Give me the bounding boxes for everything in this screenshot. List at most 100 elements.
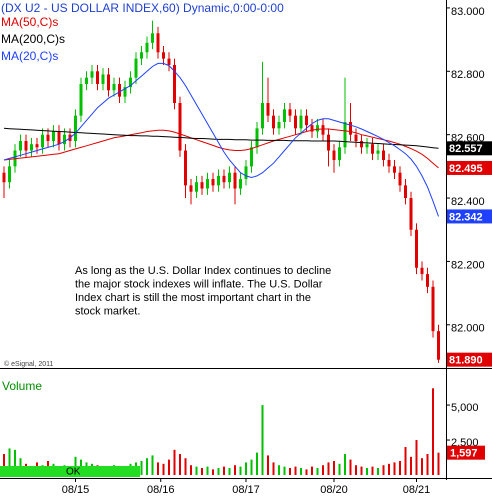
candle-body: [228, 172, 231, 183]
candle-body: [189, 185, 193, 192]
candle-body: [426, 274, 429, 287]
candle-body: [404, 185, 407, 199]
last-value-box: [447, 160, 492, 175]
candle-body: [360, 141, 363, 148]
candle-body: [129, 77, 132, 88]
volume-bar: [289, 468, 291, 475]
status-label: OK: [66, 467, 81, 478]
chart-title: (DX U2 - US DOLLAR INDEX,60) Dynamic,0:0…: [1, 1, 284, 15]
candle-body: [266, 102, 270, 116]
candle-body: [272, 115, 275, 129]
candle-body: [354, 134, 358, 142]
candle-body: [2, 172, 6, 183]
candle-body: [327, 134, 330, 151]
candle-body: [217, 175, 220, 186]
volume-bar: [168, 459, 170, 475]
candle-body: [211, 179, 215, 186]
y-tick-label: 82.400: [451, 196, 485, 208]
candle-body: [195, 182, 198, 192]
candle-body: [332, 150, 336, 161]
candle-body: [79, 83, 83, 116]
volume-bar: [162, 463, 165, 475]
x-tick-label: 08/20: [320, 484, 348, 496]
candle-body: [310, 125, 314, 132]
candle-body: [294, 115, 297, 129]
candle-body: [233, 172, 237, 189]
volume-bar: [140, 461, 143, 475]
annotation-line: Index chart is still the most important …: [75, 292, 311, 304]
candle-body: [288, 109, 292, 116]
volume-last-box: [447, 445, 485, 460]
volume-bar: [272, 462, 275, 475]
volume-bar: [3, 454, 5, 475]
candle-body: [305, 115, 308, 126]
volume-bar: [278, 465, 280, 475]
candle-body: [299, 115, 303, 129]
volume-bar: [338, 463, 341, 475]
volume-bar: [157, 462, 159, 475]
volume-bar: [228, 468, 231, 475]
volume-bar: [146, 458, 148, 475]
volume-bar: [223, 466, 225, 475]
candle-body: [57, 131, 61, 145]
candle-body: [134, 58, 138, 78]
candle-body: [437, 331, 440, 360]
volume-bar: [173, 449, 176, 475]
volume-title: Volume: [2, 379, 42, 393]
candle-body: [52, 131, 55, 142]
volume-bar: [393, 462, 396, 475]
candle-body: [261, 102, 264, 129]
volume-bar: [360, 466, 363, 475]
y-tick-label: 82.200: [451, 259, 485, 271]
volume-bar: [250, 459, 253, 475]
candle-body: [140, 52, 143, 59]
candle-body: [387, 160, 391, 167]
candle-body: [156, 33, 160, 53]
candle-body: [184, 150, 187, 186]
candles: [2, 20, 440, 363]
last-value-label: 82.495: [449, 163, 483, 175]
candle-body: [393, 166, 396, 173]
candle-body: [107, 74, 110, 91]
volume-tick-label: 5,000: [451, 402, 479, 414]
last-value-box: [447, 352, 492, 367]
volume-bar: [316, 468, 319, 475]
candle-body: [255, 128, 259, 148]
volume-last-label: 1,597: [450, 448, 478, 460]
candle-body: [420, 267, 424, 275]
volume-bar: [234, 465, 236, 475]
candle-body: [431, 286, 435, 332]
candle-body: [151, 33, 154, 43]
y-tick-label: 82.000: [451, 323, 485, 335]
legend-entry: MA(50,C)s: [1, 15, 58, 29]
volume-bar: [382, 465, 385, 475]
volume-bar: [261, 405, 264, 475]
last-value-box: [447, 141, 492, 156]
candle-body: [145, 42, 149, 53]
volume-bar: [245, 462, 247, 475]
volume-bar: [333, 461, 335, 475]
candle-body: [376, 150, 380, 154]
credit: © eSignal, 2011: [4, 360, 54, 368]
y-tick-label: 82.800: [451, 69, 485, 81]
candle-body: [409, 198, 413, 230]
x-tick-label: 08/21: [403, 484, 431, 496]
volume-bar: [432, 388, 434, 475]
volume-bar: [415, 440, 418, 475]
last-value-box: [447, 209, 492, 224]
annotation-line: the major stock indexes will inflate. Th…: [75, 278, 323, 290]
status-bar: [0, 466, 140, 477]
volume-bar: [377, 468, 379, 475]
candle-body: [112, 83, 116, 91]
candle-body: [343, 122, 347, 148]
legend-entry: MA(20,C)s: [1, 49, 58, 63]
candle-body: [63, 134, 66, 145]
volume-bar: [239, 466, 242, 475]
candle-body: [206, 179, 209, 189]
candle-body: [371, 144, 374, 154]
volume-bar: [349, 459, 352, 475]
volume-bar: [256, 452, 258, 475]
volume-bar: [327, 462, 330, 475]
